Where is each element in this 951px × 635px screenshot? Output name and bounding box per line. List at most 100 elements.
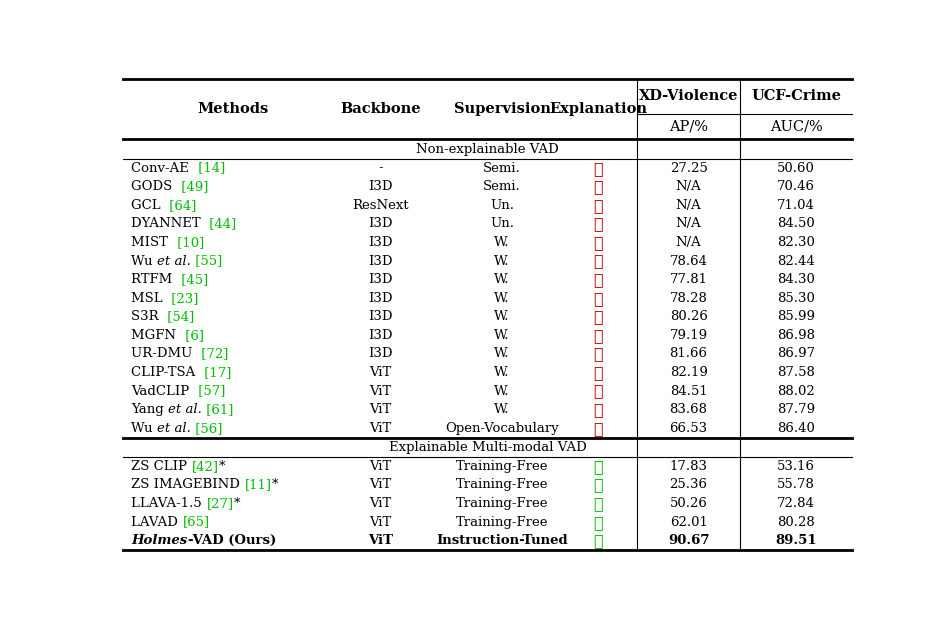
Text: 25.36: 25.36 xyxy=(670,478,708,491)
Text: -: - xyxy=(378,162,383,175)
Text: ✗: ✗ xyxy=(593,271,603,288)
Text: ✗: ✗ xyxy=(593,253,603,269)
Text: ZS CLIP: ZS CLIP xyxy=(131,460,192,473)
Text: ViT: ViT xyxy=(369,478,392,491)
Text: 86.98: 86.98 xyxy=(777,329,815,342)
Text: 80.26: 80.26 xyxy=(670,311,708,323)
Text: ✗: ✗ xyxy=(593,178,603,195)
Text: [72]: [72] xyxy=(197,347,228,361)
Text: ✗: ✗ xyxy=(593,308,603,325)
Text: Training-Free: Training-Free xyxy=(456,516,549,528)
Text: 78.28: 78.28 xyxy=(670,291,708,305)
Text: Training-Free: Training-Free xyxy=(456,497,549,510)
Text: [65]: [65] xyxy=(183,516,209,528)
Text: 70.46: 70.46 xyxy=(777,180,815,193)
Text: 72.84: 72.84 xyxy=(777,497,815,510)
Text: et al.: et al. xyxy=(157,422,191,435)
Text: 82.19: 82.19 xyxy=(670,366,708,379)
Text: W.: W. xyxy=(495,347,510,361)
Text: 90.67: 90.67 xyxy=(668,534,709,547)
Text: ViT: ViT xyxy=(369,366,392,379)
Text: I3D: I3D xyxy=(368,273,393,286)
Text: MIST: MIST xyxy=(131,236,172,249)
Text: [55]: [55] xyxy=(191,255,223,267)
Text: XD-Violence: XD-Violence xyxy=(639,90,738,104)
Text: 50.60: 50.60 xyxy=(777,162,815,175)
Text: Explainable Multi-modal VAD: Explainable Multi-modal VAD xyxy=(389,441,586,454)
Text: [11]: [11] xyxy=(244,478,272,491)
Text: MGFN: MGFN xyxy=(131,329,181,342)
Text: 82.44: 82.44 xyxy=(777,255,815,267)
Text: ✗: ✗ xyxy=(593,290,603,307)
Text: W.: W. xyxy=(495,366,510,379)
Text: 71.04: 71.04 xyxy=(777,199,815,212)
Text: UCF-Crime: UCF-Crime xyxy=(751,90,842,104)
Text: 88.02: 88.02 xyxy=(777,385,815,398)
Text: W.: W. xyxy=(495,403,510,416)
Text: AP/%: AP/% xyxy=(670,119,708,133)
Text: 87.79: 87.79 xyxy=(777,403,815,416)
Text: Training-Free: Training-Free xyxy=(456,460,549,473)
Text: Un.: Un. xyxy=(490,199,514,212)
Text: N/A: N/A xyxy=(676,217,702,231)
Text: [44]: [44] xyxy=(205,217,237,231)
Text: N/A: N/A xyxy=(676,180,702,193)
Text: [10]: [10] xyxy=(172,236,204,249)
Text: ✗: ✗ xyxy=(593,234,603,251)
Text: W.: W. xyxy=(495,385,510,398)
Text: [57]: [57] xyxy=(194,385,225,398)
Text: ViT: ViT xyxy=(368,534,393,547)
Text: ZS IMAGEBIND: ZS IMAGEBIND xyxy=(131,478,244,491)
Text: GODS: GODS xyxy=(131,180,177,193)
Text: *: * xyxy=(219,460,225,473)
Text: ✗: ✗ xyxy=(593,420,603,437)
Text: UR-DMU: UR-DMU xyxy=(131,347,197,361)
Text: ✓: ✓ xyxy=(593,514,603,531)
Text: *: * xyxy=(234,497,240,510)
Text: AUC/%: AUC/% xyxy=(769,119,823,133)
Text: ResNext: ResNext xyxy=(352,199,409,212)
Text: ✗: ✗ xyxy=(593,364,603,381)
Text: 86.40: 86.40 xyxy=(777,422,815,435)
Text: 17.83: 17.83 xyxy=(670,460,708,473)
Text: Explanation: Explanation xyxy=(549,102,647,116)
Text: 79.19: 79.19 xyxy=(670,329,708,342)
Text: 78.64: 78.64 xyxy=(670,255,708,267)
Text: ViT: ViT xyxy=(369,516,392,528)
Text: I3D: I3D xyxy=(368,217,393,231)
Text: ✓: ✓ xyxy=(593,476,603,493)
Text: 87.58: 87.58 xyxy=(777,366,815,379)
Text: [54]: [54] xyxy=(164,311,195,323)
Text: ✗: ✗ xyxy=(593,327,603,344)
Text: Methods: Methods xyxy=(198,102,269,116)
Text: ✗: ✗ xyxy=(593,215,603,232)
Text: W.: W. xyxy=(495,273,510,286)
Text: 85.30: 85.30 xyxy=(777,291,815,305)
Text: 27.25: 27.25 xyxy=(670,162,708,175)
Text: [14]: [14] xyxy=(194,162,224,175)
Text: Conv-AE: Conv-AE xyxy=(131,162,194,175)
Text: 89.51: 89.51 xyxy=(775,534,817,547)
Text: LAVAD: LAVAD xyxy=(131,516,183,528)
Text: [64]: [64] xyxy=(165,199,197,212)
Text: W.: W. xyxy=(495,291,510,305)
Text: Wu: Wu xyxy=(131,255,157,267)
Text: ViT: ViT xyxy=(369,385,392,398)
Text: DYANNET: DYANNET xyxy=(131,217,205,231)
Text: 82.30: 82.30 xyxy=(777,236,815,249)
Text: 50.26: 50.26 xyxy=(670,497,708,510)
Text: 83.68: 83.68 xyxy=(670,403,708,416)
Text: ✓: ✓ xyxy=(593,532,603,549)
Text: I3D: I3D xyxy=(368,311,393,323)
Text: ViT: ViT xyxy=(369,422,392,435)
Text: I3D: I3D xyxy=(368,329,393,342)
Text: [27]: [27] xyxy=(206,497,234,510)
Text: Supervision: Supervision xyxy=(454,102,551,116)
Text: Wu: Wu xyxy=(131,422,157,435)
Text: 62.01: 62.01 xyxy=(670,516,708,528)
Text: I3D: I3D xyxy=(368,255,393,267)
Text: 84.51: 84.51 xyxy=(670,385,708,398)
Text: 81.66: 81.66 xyxy=(670,347,708,361)
Text: ✗: ✗ xyxy=(593,401,603,418)
Text: W.: W. xyxy=(495,329,510,342)
